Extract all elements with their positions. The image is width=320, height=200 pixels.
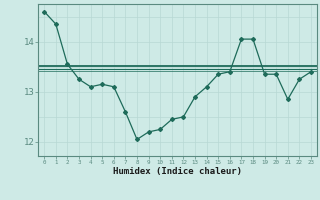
X-axis label: Humidex (Indice chaleur): Humidex (Indice chaleur) [113,167,242,176]
